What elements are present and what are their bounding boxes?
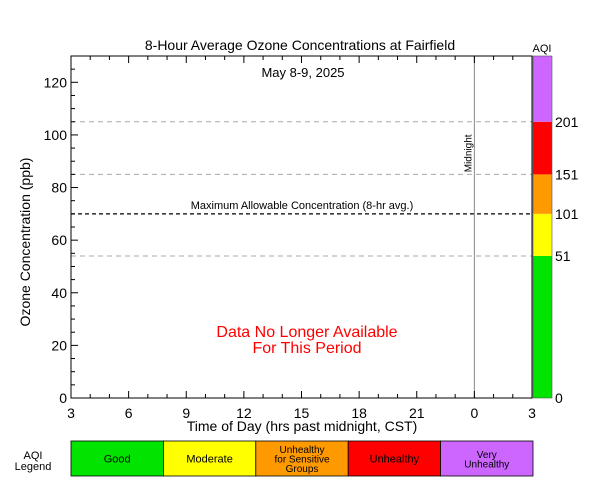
y-tick-label: 60 [51,232,67,248]
y-axis-label: Ozone Concentration (ppb) [17,158,33,327]
aqi-band [533,56,552,122]
x-tick-label: 12 [236,405,252,421]
aqi-legend-label: for Sensitive [274,455,329,466]
y-tick-label: 100 [44,127,68,143]
aqi-band [533,255,552,398]
no-data-message-line2: For This Period [252,340,361,357]
aqi-band [533,174,552,214]
y-tick-label: 80 [51,180,67,196]
aqi-bar-label: 51 [555,248,571,264]
x-tick-label: 15 [294,405,310,421]
aqi-bar-label: 101 [555,206,579,222]
x-tick-label: 6 [125,405,133,421]
aqi-legend-label: Unhealthy [464,459,509,470]
x-axis-label: Time of Day (hrs past midnight, CST) [187,418,418,434]
aqi-legend-label: Good [104,454,131,466]
max-allowable-label: Maximum Allowable Concentration (8-hr av… [191,200,414,212]
aqi-legend-label: Unhealthy [279,445,324,456]
legend-title-line2: Legend [15,461,52,473]
aqi-legend-swatch [255,440,349,477]
y-tick-label: 0 [59,390,67,406]
midnight-label: Midnight [463,134,474,172]
aqi-bar-label: 201 [555,114,579,130]
no-data-message-line1: Data No Longer Available [216,324,397,341]
aqi-legend-label: Moderate [186,454,232,466]
x-tick-label: 18 [351,405,367,421]
aqi-legend-swatch [440,440,534,477]
aqi-legend-label: Groups [286,464,319,475]
x-tick-label: 0 [470,405,478,421]
chart-subtitle: May 8-9, 2025 [261,65,344,80]
y-tick-label: 120 [44,74,68,90]
y-tick-label: 20 [51,337,67,353]
aqi-legend-label: Unhealthy [370,454,420,466]
chart-title: 8-Hour Average Ozone Concentrations at F… [145,37,455,53]
aqi-bar-frame [532,55,553,399]
x-tick-label: 3 [528,405,536,421]
x-tick-label: 9 [182,405,190,421]
aqi-bar-label: 151 [555,166,579,182]
aqi-legend-swatch [347,440,442,477]
x-tick-label: 21 [409,405,425,421]
aqi-band [533,213,552,256]
aqi-band [533,121,552,175]
aqi-bar-label: 0 [555,390,563,406]
legend-title-line1: AQI [24,450,43,462]
y-tick-label: 40 [51,285,67,301]
x-tick-label: 3 [67,405,75,421]
aqi-legend-label: Very [477,450,497,461]
aqi-bar-title: AQI [533,43,552,55]
